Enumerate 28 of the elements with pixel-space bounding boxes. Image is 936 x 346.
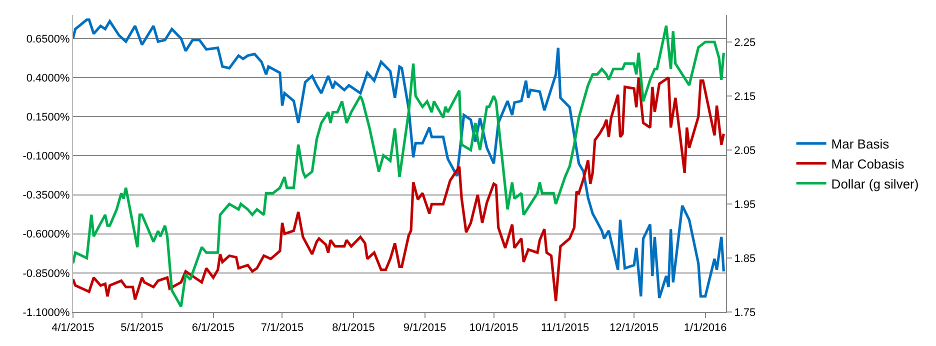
legend-label: Mar Cobasis (831, 156, 905, 172)
x-tick-label: 6/1/2015 (192, 322, 235, 334)
y-tick-label: 0.6500% (26, 33, 70, 46)
x-tick-label: 1/1/2016 (684, 322, 727, 334)
y-tick-label: -1.1000% (22, 306, 70, 319)
y-tick-label: 0.4000% (26, 72, 70, 84)
x-tick-label: 9/1/2015 (403, 322, 446, 334)
y-tick-label: -0.1000% (22, 150, 70, 163)
x-tick-label: 10/1/2015 (469, 322, 518, 334)
x-tick-label: 8/1/2015 (332, 322, 375, 334)
y2-tick-label: 2.25 (734, 36, 756, 49)
y2-tick-label: 1.75 (734, 306, 756, 319)
y2-tick-label: 2.05 (734, 144, 756, 157)
y2-tick-label: 1.95 (734, 198, 756, 211)
x-tick-label: 12/1/2015 (610, 322, 658, 334)
y-tick-label: -0.6000% (22, 228, 70, 241)
y2-tick-label: 1.85 (734, 252, 756, 265)
y-tick-label: 0.1500% (26, 111, 70, 124)
x-tick-label: 7/1/2015 (260, 322, 304, 334)
y-tick-label: -0.3500% (22, 190, 70, 202)
x-tick-label: 11/1/2015 (540, 322, 590, 334)
line-series (73, 76, 725, 302)
legend-label: Mar Basis (831, 136, 890, 152)
x-tick-label: 5/1/2015 (120, 322, 164, 334)
y2-tick-label: 2.15 (734, 90, 756, 103)
y-tick-label: -0.8500% (22, 268, 70, 280)
x-tick-label: 4/1/2015 (52, 322, 94, 334)
legend-label: Dollar (g silver) (831, 176, 919, 192)
